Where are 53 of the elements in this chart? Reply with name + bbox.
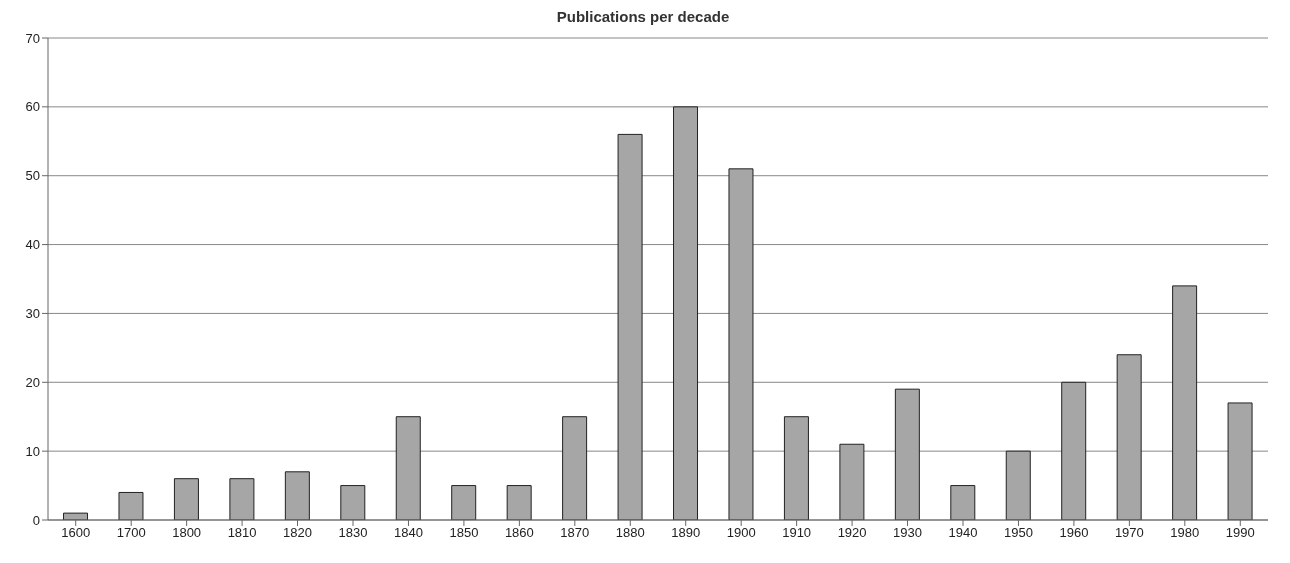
y-tick-label: 0 [32,512,40,528]
bar [63,512,89,520]
bar [1116,354,1142,520]
bar [562,416,588,520]
x-tick-label: 1920 [837,525,867,541]
bar [783,416,809,520]
x-tick-label: 1820 [283,525,313,541]
bar [395,416,421,520]
x-tick-label: 1830 [338,525,368,541]
x-tick-label: 1960 [1059,525,1089,541]
y-tick-label: 40 [25,237,40,253]
x-tick-label: 1840 [393,525,423,541]
x-tick-label: 1950 [1003,525,1033,541]
bar [617,133,643,520]
chart-title: Publications per decade [555,8,731,27]
x-tick-label: 1850 [449,525,479,541]
y-tick-label: 10 [25,443,40,459]
x-tick-label: 1880 [615,525,645,541]
x-tick-label: 1700 [116,525,146,541]
y-tick-label: 50 [25,168,40,184]
x-tick-label: 1900 [726,525,756,541]
bar [673,106,699,520]
bar [284,471,310,520]
y-tick-label: 20 [25,374,40,390]
x-tick-label: 1990 [1225,525,1255,541]
x-tick-label: 1810 [227,525,257,541]
bar [118,491,144,520]
y-tick-label: 30 [25,306,40,322]
x-tick-label: 1940 [948,525,978,541]
x-tick-label: 1800 [172,525,202,541]
bar [839,443,865,520]
x-tick-label: 1970 [1114,525,1144,541]
bar [340,485,366,520]
bar [173,478,199,520]
y-tick-label: 70 [25,30,40,46]
bar [1227,402,1253,520]
x-tick-label: 1910 [782,525,812,541]
bar [1005,450,1031,520]
bar [728,168,754,520]
bar [1172,285,1198,520]
x-tick-label: 1860 [504,525,534,541]
bar [229,478,255,520]
x-tick-label: 1870 [560,525,590,541]
x-tick-label: 1890 [671,525,701,541]
bar [506,485,532,520]
x-tick-label: 1600 [61,525,91,541]
bar [894,388,920,520]
x-tick-label: 1980 [1170,525,1200,541]
x-tick-label: 1930 [893,525,923,541]
bar [1061,381,1087,520]
bar [451,485,477,520]
y-tick-label: 60 [25,99,40,115]
bar [950,485,976,520]
